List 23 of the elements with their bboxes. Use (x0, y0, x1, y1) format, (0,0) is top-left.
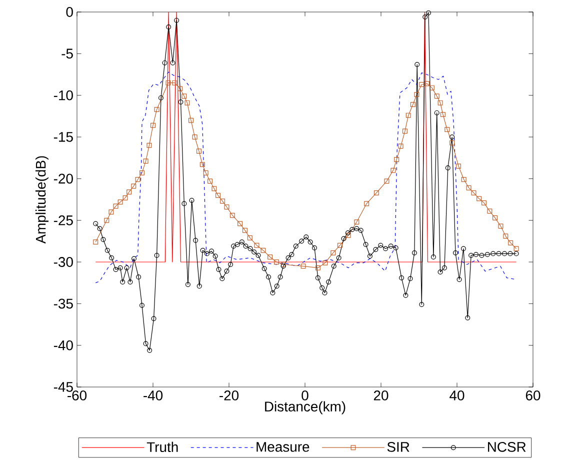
x-tick-label: -40 (144, 390, 163, 400)
legend-label: SIR (387, 442, 410, 452)
x-tick-label: -60 (68, 390, 87, 400)
x-axis-title: Distance(km) (265, 401, 346, 414)
y-tick-label: -25 (54, 215, 73, 226)
x-tick-label: 60 (526, 390, 540, 400)
x-tick-label: 20 (374, 390, 388, 400)
y-tick-label: -30 (54, 257, 73, 267)
y-tick-label: 0 (66, 7, 73, 17)
legend-label: Measure (256, 442, 310, 452)
x-tick-label: -20 (220, 390, 239, 400)
legend-label: NCSR (488, 442, 526, 452)
y-tick-label: -35 (54, 298, 73, 309)
y-tick-label: -45 (54, 382, 73, 392)
y-tick-label: -10 (54, 90, 73, 100)
y-axis-title: Amplitude(dB) (35, 156, 48, 244)
x-tick-label: 40 (450, 390, 464, 400)
x-tick-label: 0 (302, 390, 308, 400)
y-tick-label: -20 (54, 174, 73, 184)
legend-label: Truth (146, 442, 178, 452)
y-tick-label: -5 (62, 48, 73, 59)
y-tick-label: -40 (54, 340, 73, 350)
y-tick-label: -15 (54, 132, 73, 142)
